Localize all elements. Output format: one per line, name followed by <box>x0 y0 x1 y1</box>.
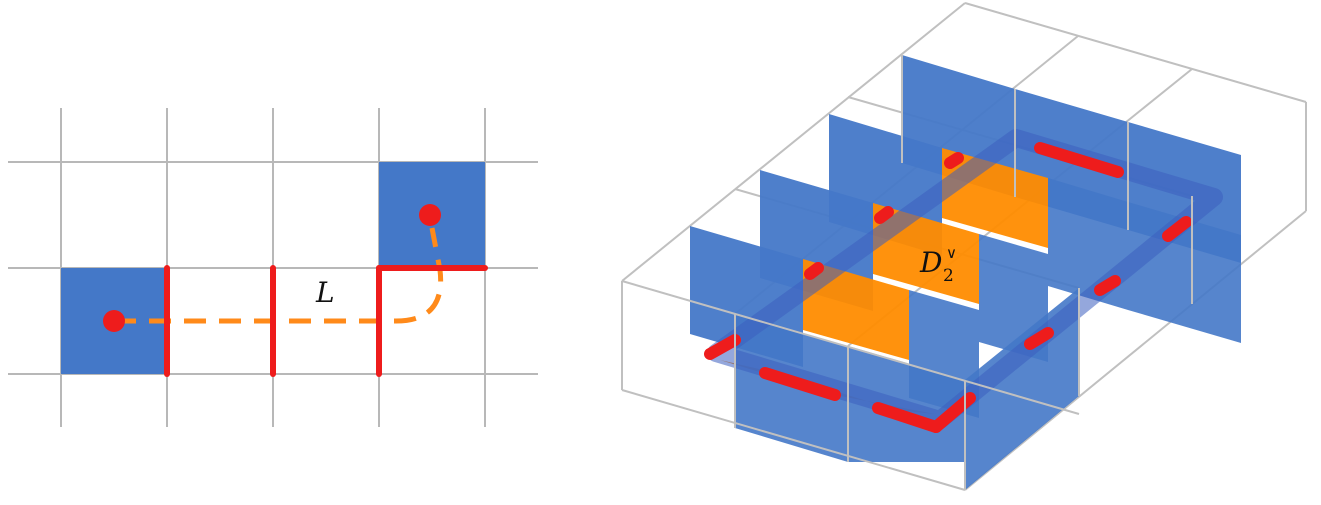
blue-wall <box>735 314 848 462</box>
right-panel: D 2 ∨ <box>621 2 1307 491</box>
label-L: L <box>315 276 335 309</box>
red-segment <box>874 206 894 224</box>
svg-text:D: D <box>919 246 942 279</box>
dual-string-path <box>114 227 444 324</box>
svg-text:∨: ∨ <box>946 244 957 262</box>
anyon-endpoint-left <box>103 310 125 332</box>
red-segment <box>1024 327 1054 350</box>
crossed-red-edges <box>164 265 488 377</box>
red-segment <box>1162 216 1192 242</box>
red-segment <box>1034 142 1124 178</box>
left-panel: L <box>8 108 538 427</box>
red-segment <box>759 367 841 401</box>
red-segment <box>944 152 964 169</box>
red-segment <box>872 402 942 433</box>
anyon-endpoint-right <box>419 204 441 226</box>
box-front-edges <box>621 55 1193 491</box>
red-segment <box>1094 275 1121 296</box>
orange-face <box>803 259 909 360</box>
boundary-ribbon <box>707 129 1223 429</box>
red-segment <box>704 334 741 360</box>
svg-text:2: 2 <box>943 266 954 286</box>
label-D2-dual: D 2 ∨ <box>919 244 957 286</box>
red-segment <box>804 262 824 280</box>
